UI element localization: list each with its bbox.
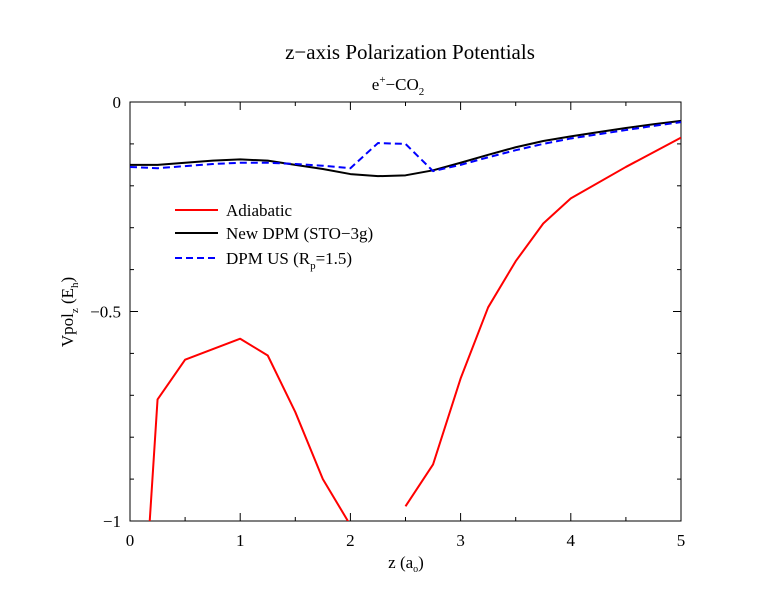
x-ticks: 0 1 2 3 4 5	[126, 102, 686, 550]
legend-label-dpm-us: DPM US (Rp=1.5)	[226, 249, 352, 272]
x-axis-label: z (ao)	[388, 553, 424, 575]
series-line-dpm-us-rp-1-5	[130, 121, 681, 173]
x-tick-label: 4	[567, 531, 576, 550]
x-tick-label: 5	[677, 531, 686, 550]
chart-subtitle: e+−CO2	[372, 74, 424, 98]
y-tick-label: −0.5	[90, 303, 121, 322]
x-tick-label: 3	[456, 531, 465, 550]
legend-label-new-dpm: New DPM (STO−3g)	[226, 224, 373, 243]
x-tick-label: 0	[126, 531, 135, 550]
series-layer	[130, 119, 681, 521]
legend: Adiabatic New DPM (STO−3g) DPM US (Rp=1.…	[175, 201, 373, 272]
series-line-adiabatic	[148, 337, 350, 521]
x-tick-label: 1	[236, 531, 245, 550]
y-tick-label: 0	[113, 93, 122, 112]
series-line-adiabatic	[404, 136, 681, 507]
y-axis-label: Vpolz (Eh)	[58, 277, 81, 347]
chart-title: z−axis Polarization Potentials	[285, 40, 535, 64]
y-tick-label: −1	[103, 512, 121, 531]
y-ticks: 0 −0.5 −1	[90, 93, 681, 531]
series-line-new-dpm-sto-3g	[130, 119, 681, 178]
legend-label-adiabatic: Adiabatic	[226, 201, 293, 220]
x-tick-label: 2	[346, 531, 355, 550]
